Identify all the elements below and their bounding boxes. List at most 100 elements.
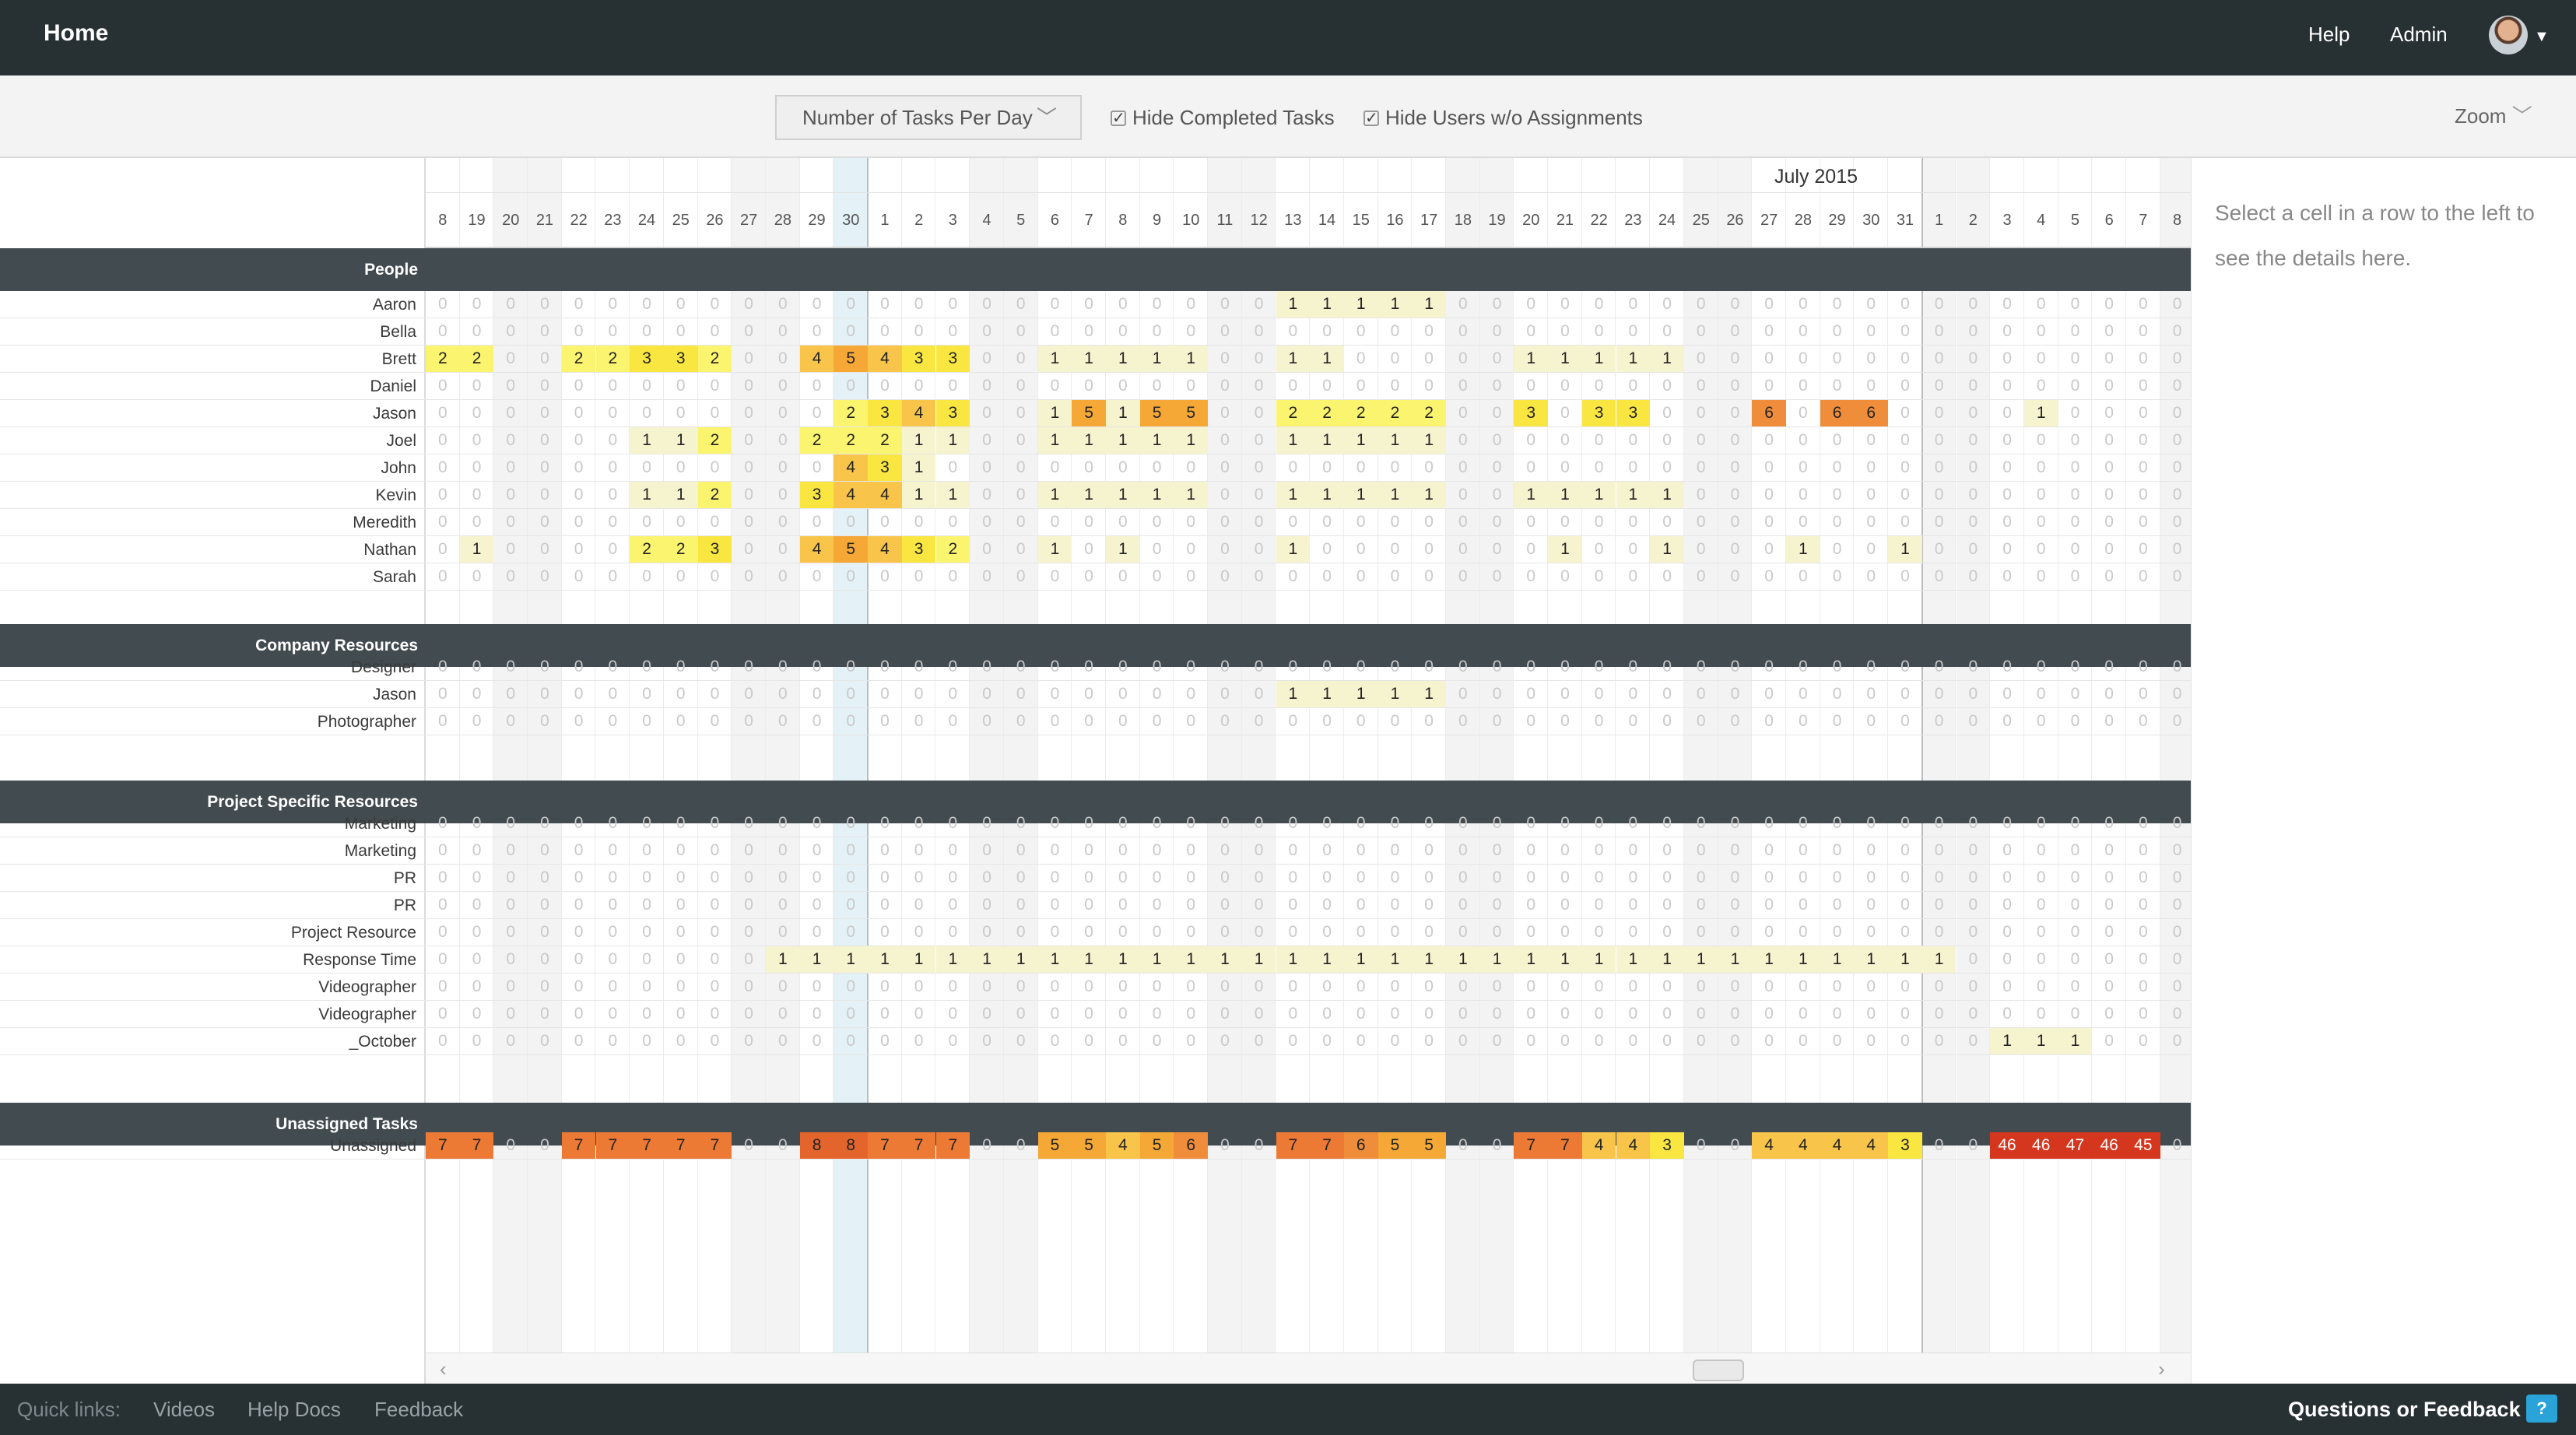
task-count-cell[interactable]: 0 — [2002, 658, 2012, 675]
task-count-cell[interactable]: 3 — [1888, 1132, 1922, 1159]
task-count-cell[interactable]: 0 — [1526, 513, 1536, 531]
task-count-cell[interactable]: 0 — [506, 1032, 516, 1050]
task-count-cell[interactable]: 0 — [676, 712, 686, 730]
task-count-cell[interactable]: 0 — [2070, 404, 2080, 422]
task-count-cell[interactable]: 0 — [812, 322, 822, 340]
task-count-cell[interactable]: 0 — [778, 841, 788, 859]
task-count-cell[interactable]: 1 — [1174, 482, 1209, 508]
task-count-cell[interactable]: 0 — [1220, 295, 1230, 313]
task-count-cell[interactable]: 0 — [982, 377, 991, 395]
task-count-cell[interactable]: 0 — [1050, 923, 1060, 941]
task-count-cell[interactable]: 0 — [744, 513, 753, 531]
task-count-cell[interactable]: 0 — [1560, 458, 1570, 476]
task-count-cell[interactable]: 0 — [1628, 814, 1638, 832]
task-count-cell[interactable]: 0 — [1934, 349, 1944, 367]
task-count-cell[interactable]: 1 — [1412, 946, 1446, 973]
task-count-cell[interactable]: 0 — [1968, 950, 1978, 968]
task-count-cell[interactable]: 0 — [1152, 567, 1162, 585]
task-count-cell[interactable]: 2 — [1276, 400, 1311, 426]
task-count-cell[interactable]: 0 — [506, 814, 516, 832]
task-count-cell[interactable]: 0 — [2172, 567, 2182, 585]
task-count-cell[interactable]: 0 — [1696, 295, 1706, 313]
task-count-cell[interactable]: 0 — [1934, 513, 1944, 531]
task-count-cell[interactable]: 0 — [608, 658, 618, 675]
task-count-cell[interactable]: 0 — [744, 814, 753, 832]
task-count-cell[interactable]: 0 — [846, 977, 856, 995]
task-count-cell[interactable]: 0 — [744, 1136, 753, 1154]
task-count-cell[interactable]: 0 — [1866, 349, 1876, 367]
task-count-cell[interactable]: 0 — [2104, 404, 2114, 422]
task-count-cell[interactable]: 0 — [540, 841, 549, 859]
task-count-cell[interactable]: 0 — [1288, 814, 1298, 832]
task-count-cell[interactable]: 0 — [1968, 1005, 1978, 1023]
task-count-cell[interactable]: 0 — [880, 1032, 890, 1050]
task-count-cell[interactable]: 0 — [1526, 1005, 1536, 1023]
task-count-cell[interactable]: 0 — [846, 377, 856, 395]
task-count-cell[interactable]: 0 — [676, 841, 686, 859]
task-count-cell[interactable]: 0 — [1560, 513, 1570, 531]
task-count-cell[interactable]: 0 — [1424, 896, 1434, 914]
task-count-cell[interactable]: 0 — [676, 295, 686, 313]
task-count-cell[interactable]: 0 — [540, 486, 549, 503]
task-count-cell[interactable]: 0 — [710, 513, 720, 531]
task-count-cell[interactable]: 0 — [1186, 658, 1196, 675]
task-count-cell[interactable]: 0 — [778, 567, 788, 585]
task-count-cell[interactable]: 0 — [2172, 1005, 2182, 1023]
task-count-cell[interactable]: 3 — [630, 346, 664, 372]
task-count-cell[interactable]: 0 — [2036, 431, 2046, 449]
task-count-cell[interactable]: 0 — [2172, 841, 2182, 859]
task-count-cell[interactable]: 0 — [642, 322, 651, 340]
task-count-cell[interactable]: 0 — [472, 814, 482, 832]
task-count-cell[interactable]: 0 — [1186, 295, 1196, 313]
task-count-cell[interactable]: 1 — [630, 482, 664, 508]
task-count-cell[interactable]: 0 — [778, 896, 788, 914]
task-count-cell[interactable]: 0 — [1254, 841, 1264, 859]
task-count-cell[interactable]: 0 — [1084, 377, 1093, 395]
task-count-cell[interactable]: 0 — [710, 1032, 720, 1050]
task-count-cell[interactable]: 0 — [1186, 1005, 1196, 1023]
task-count-cell[interactable]: 0 — [1492, 685, 1502, 703]
task-count-cell[interactable]: 0 — [1458, 377, 1468, 395]
task-count-cell[interactable]: 0 — [676, 896, 686, 914]
task-count-cell[interactable]: 0 — [1799, 486, 1808, 503]
task-count-cell[interactable]: 0 — [1220, 404, 1230, 422]
checkbox-checked-icon[interactable]: ✓ — [1111, 110, 1126, 127]
task-count-cell[interactable]: 0 — [1696, 814, 1706, 832]
task-count-cell[interactable]: 0 — [1900, 814, 1910, 832]
task-count-cell[interactable]: 0 — [812, 404, 822, 422]
task-count-cell[interactable]: 5 — [834, 346, 869, 372]
task-count-cell[interactable]: 0 — [540, 923, 549, 941]
task-count-cell[interactable]: 1 — [1106, 946, 1140, 973]
task-count-cell[interactable]: 6 — [1174, 1132, 1209, 1159]
task-count-cell[interactable]: 0 — [744, 431, 753, 449]
task-count-cell[interactable]: 0 — [1730, 712, 1740, 730]
task-count-cell[interactable]: 0 — [2104, 712, 2114, 730]
videos-link[interactable]: Videos — [153, 1398, 216, 1421]
task-count-cell[interactable]: 0 — [1764, 458, 1774, 476]
task-count-cell[interactable]: 0 — [1594, 896, 1604, 914]
task-count-cell[interactable]: 1 — [1310, 346, 1344, 372]
task-count-cell[interactable]: 0 — [574, 841, 584, 859]
task-count-cell[interactable]: 0 — [846, 896, 856, 914]
task-count-cell[interactable]: 0 — [1866, 486, 1876, 503]
task-count-cell[interactable]: 4 — [834, 482, 869, 508]
task-count-cell[interactable]: 0 — [1118, 977, 1128, 995]
task-count-cell[interactable]: 1 — [1072, 427, 1106, 454]
task-count-cell[interactable]: 0 — [1628, 431, 1638, 449]
task-count-cell[interactable]: 0 — [1458, 295, 1468, 313]
task-count-cell[interactable]: 0 — [2002, 431, 2012, 449]
task-count-cell[interactable]: 0 — [1696, 486, 1706, 503]
task-count-cell[interactable]: 0 — [1866, 431, 1876, 449]
task-count-cell[interactable]: 0 — [2104, 814, 2114, 832]
task-count-cell[interactable]: 0 — [1832, 923, 1842, 941]
task-count-cell[interactable]: 0 — [1084, 513, 1093, 531]
task-count-cell[interactable]: 0 — [2139, 513, 2148, 531]
task-count-cell[interactable]: 0 — [1968, 1136, 1978, 1154]
task-count-cell[interactable]: 0 — [1799, 458, 1808, 476]
task-count-cell[interactable]: 0 — [1186, 322, 1196, 340]
task-count-cell[interactable]: 0 — [506, 712, 516, 730]
task-count-cell[interactable]: 1 — [1412, 291, 1446, 318]
task-count-cell[interactable]: 0 — [1390, 841, 1400, 859]
task-count-cell[interactable]: 0 — [1050, 712, 1060, 730]
row-label[interactable]: Marketing — [344, 842, 416, 860]
